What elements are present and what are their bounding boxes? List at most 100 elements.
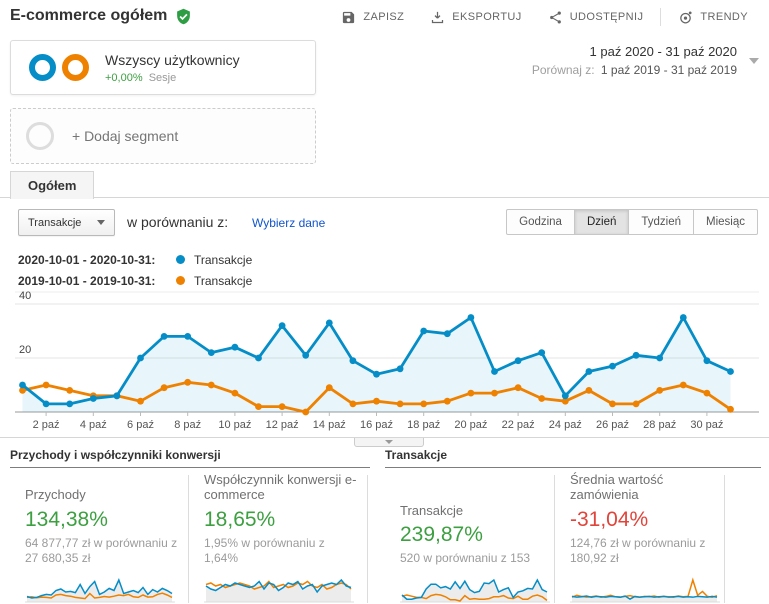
legend-row-previous: 2019-10-01 - 2019-10-31: Transakcje (18, 270, 252, 291)
metric-comparison: 1,95% w porównaniu z 1,64% (204, 535, 325, 566)
metric-label: Transakcje (400, 502, 464, 518)
metric-card-przychody[interactable]: Przychody 134,38% 64 877,77 zł w porówna… (10, 475, 189, 603)
insights-icon (680, 10, 692, 23)
date-range-picker[interactable]: 1 paź 2020 - 31 paź 2020 Porównaj z: 1 p… (532, 44, 759, 77)
svg-text:22 paź: 22 paź (502, 419, 535, 431)
svg-text:12 paź: 12 paź (266, 419, 299, 431)
metric-delta: -31,04% (570, 507, 649, 531)
granularity-day[interactable]: Dzień (573, 209, 630, 235)
svg-text:40: 40 (19, 291, 31, 302)
page-title: E-commerce ogółem (10, 7, 168, 24)
metric-label: Współczynnik konwersji e-commerce (204, 471, 357, 503)
select-data-link[interactable]: Wybierz dane (252, 216, 326, 230)
chevron-down-icon (749, 58, 759, 64)
export-icon (432, 11, 444, 23)
svg-text:14 paź: 14 paź (313, 419, 346, 431)
svg-text:20 paź: 20 paź (454, 419, 487, 431)
share-icon (549, 11, 561, 23)
tab-strip: Ogółem (0, 170, 769, 199)
metric-card-srednia-wartosc[interactable]: Średnia wartość zamówienia -31,04% 124,7… (555, 471, 725, 603)
svg-text:20: 20 (19, 344, 31, 356)
metric-card-wspolczynnik-konwersji[interactable]: Współczynnik konwersji e-commerce 18,65%… (189, 471, 368, 603)
svg-text:28 paź: 28 paź (643, 419, 676, 431)
series-dot-orange-icon (176, 276, 185, 285)
segment-delta-value: +0,00% (105, 71, 143, 84)
svg-text:26 paź: 26 paź (596, 419, 629, 431)
section-transactions: Transakcje Transakcje 239,87% 520 w poró… (385, 448, 761, 603)
granularity-week[interactable]: Tydzień (628, 209, 695, 235)
compare-range: 1 paź 2019 - 31 paź 2019 (600, 63, 737, 77)
legend-range-2020: 2020-10-01 - 2020-10-31: (18, 252, 156, 267)
compare-prefix: Porównaj z: (531, 63, 595, 77)
trends-button-label: TRENDY (700, 11, 748, 23)
sparkline-konwersja (204, 578, 354, 603)
trends-button[interactable]: TRENDY (665, 10, 761, 25)
svg-text:4 paź: 4 paź (80, 419, 107, 431)
card-text: Współczynnik konwersji e-commerce 18,65%… (204, 471, 357, 567)
card-text: Przychody 134,38% 64 877,77 zł w porówna… (25, 475, 178, 567)
verified-badge-icon (177, 8, 191, 24)
svg-text:10 paź: 10 paź (218, 419, 251, 431)
date-range-primary: 1 paź 2020 - 31 paź 2020 (589, 44, 737, 59)
share-button-label: UDOSTĘPNIJ (569, 11, 644, 23)
metric-dropdown[interactable]: Transakcje (18, 209, 115, 236)
segment-ring-orange-icon (62, 54, 89, 81)
svg-text:2 paź: 2 paź (33, 419, 60, 431)
sparkline-srednia-wartosc (570, 577, 720, 603)
cards-row: Przychody 134,38% 64 877,77 zł w porówna… (10, 471, 370, 603)
legend-range-2019: 2019-10-01 - 2019-10-31: (18, 273, 156, 288)
export-button-label: EKSPORTUJ (452, 11, 522, 23)
metric-delta: 18,65% (204, 507, 276, 531)
section-title: Transakcje (385, 448, 761, 468)
compare-against-label: w porównaniu z: (127, 214, 229, 230)
metric-comparison: 64 877,77 zł w porównaniu z 27 680,35 zł (25, 535, 178, 566)
svg-text:18 paź: 18 paź (407, 419, 440, 431)
chart-legend: 2020-10-01 - 2020-10-31: Transakcje 2019… (18, 249, 252, 291)
segment-ring-blue-icon (29, 54, 56, 81)
card-text: Średnia wartość zamówienia -31,04% 124,7… (570, 471, 714, 567)
legend-row-current: 2020-10-01 - 2020-10-31: Transakcje (18, 249, 252, 270)
svg-text:30 paź: 30 paź (690, 419, 723, 431)
sparkline-przychody (25, 578, 175, 603)
segment-all-users[interactable]: Wszyscy użytkownicy +0,00% Sesje (10, 40, 316, 95)
save-button[interactable]: ZAPISZ (328, 10, 417, 25)
toolbar-separator (660, 8, 662, 26)
sparkline-transakcje (400, 578, 550, 603)
section-title: Przychody i współczynniki konwersji (10, 448, 370, 468)
section-revenue-conversion: Przychody i współczynniki konwersji Przy… (10, 448, 370, 603)
granularity-month[interactable]: Miesiąc (693, 209, 758, 235)
granularity-hour[interactable]: Godzina (506, 209, 575, 235)
granularity-control: Godzina Dzień Tydzień Miesiąc (506, 209, 758, 235)
metric-card-transakcje[interactable]: Transakcje 239,87% 520 w porównaniu z 15… (385, 475, 555, 603)
date-range-compare: Porównaj z: 1 paź 2019 - 31 paź 2019 (532, 63, 737, 77)
tab-ogolem[interactable]: Ogółem (10, 171, 95, 199)
segment-title: Wszyscy użytkownicy (105, 51, 240, 68)
metric-delta: 239,87% (400, 523, 483, 547)
explorer-controls: Transakcje w porównaniu z: Wybierz dane … (0, 204, 769, 242)
save-button-label: ZAPISZ (363, 11, 405, 23)
segment-delta: +0,00% Sesje (105, 72, 240, 84)
chart-panel-divider (0, 437, 769, 438)
chart-collapse-handle[interactable] (354, 438, 424, 447)
svg-text:6 paź: 6 paź (127, 419, 154, 431)
svg-text:24 paź: 24 paź (549, 419, 582, 431)
metric-label: Średnia wartość zamówienia (570, 471, 664, 503)
metric-comparison: 520 w porównaniu z 153 (400, 551, 531, 566)
share-button[interactable]: UDOSTĘPNIJ (535, 10, 657, 25)
chevron-down-icon (385, 440, 393, 444)
cards-row: Transakcje 239,87% 520 w porównaniu z 15… (385, 471, 761, 603)
timeseries-chart: 20 40 2 paź 4 paź 6 paź 8 paź 10 paź 12 paź 14 p… (15, 291, 759, 431)
metric-comparison: 124,76 zł w porównaniu z 180,92 zł (570, 535, 706, 566)
segment-text: Wszyscy użytkownicy +0,00% Sesje (105, 52, 240, 84)
add-segment-button[interactable]: + Dodaj segment (10, 108, 316, 164)
legend-series-label: Transakcje (194, 252, 253, 267)
series-dot-blue-icon (176, 255, 185, 264)
card-text: Transakcje 239,87% 520 w porównaniu z 15… (400, 475, 544, 567)
add-segment-ring-icon (26, 122, 54, 150)
chevron-down-icon (97, 220, 105, 225)
report-header: E-commerce ogółem (10, 7, 192, 25)
svg-text:16 paź: 16 paź (360, 419, 393, 431)
metric-label: Przychody (25, 487, 86, 503)
export-button[interactable]: EKSPORTUJ (417, 10, 534, 25)
metric-dropdown-value: Transakcje (28, 216, 82, 229)
